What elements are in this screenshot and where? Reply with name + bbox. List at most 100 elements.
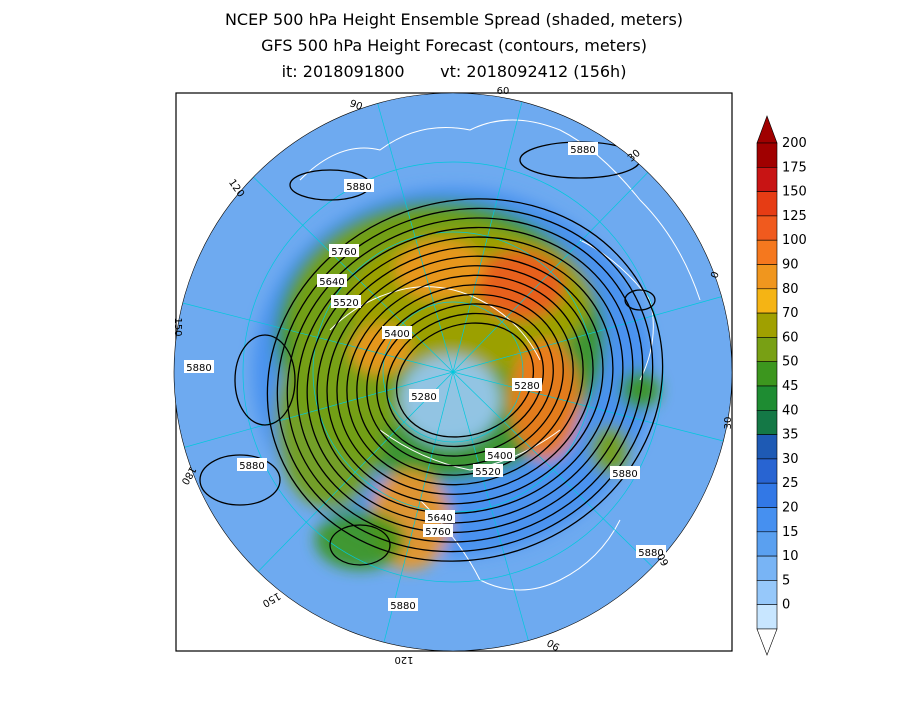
colorbar-label: 25 [782,476,799,491]
colorbar-segment [756,142,778,168]
meridian-line [452,371,724,442]
colorbar-segment [756,458,778,484]
contour-label: 5880 [636,545,666,559]
height-contour [395,322,535,438]
latitude-circle [382,301,524,443]
polar-map [174,93,732,651]
colorbar-segment [756,312,778,338]
height-contour [326,255,604,505]
colorbar-segment [756,482,778,508]
colorbar-label: 60 [782,330,799,345]
height-contour [386,312,544,448]
contour-label: 5880 [388,598,418,612]
height-contour [199,454,281,506]
colorbar-segment [756,580,778,606]
svg-text:5640: 5640 [427,513,452,524]
chart-subtitle: GFS 500 hPa Height Forecast (contours, m… [261,36,647,55]
contour-label: 5760 [423,524,453,538]
colorbar-label: 200 [782,136,807,151]
meridian-line [452,371,653,568]
svg-text:5880: 5880 [346,182,371,193]
colorbar-label: 40 [782,403,799,418]
colorbar-segment [756,337,778,362]
colorbar-segment [756,604,778,630]
colorbar-segment [756,409,778,435]
spread-blob [620,370,660,410]
contour-label: 5880 [610,466,640,480]
spread-blob [590,425,630,475]
contour-label: 5520 [331,295,361,309]
colorbar-segment [756,239,778,265]
colorbar-label: 10 [782,549,799,564]
colorbar-segment [756,167,778,192]
contour-label: 5880 [237,458,267,472]
svg-text:5400: 5400 [487,451,512,462]
valid-time: vt: 2018092412 (156h) [440,62,627,81]
longitude-label: 60 [497,86,510,97]
meridian-line [383,371,454,643]
height-contour [234,334,296,426]
meridian-line [257,371,454,572]
svg-text:5760: 5760 [425,527,450,538]
height-contour [296,226,634,534]
svg-text:5880: 5880 [239,461,264,472]
contour-label: 5400 [382,326,412,340]
contour-label: 5880 [184,360,214,374]
longitude-label: 150 [172,317,183,336]
spread-blob [275,330,385,510]
meridian-line [182,302,454,373]
svg-text:5880: 5880 [638,548,663,559]
svg-text:5520: 5520 [475,467,500,478]
height-contour [624,289,656,311]
colorbar-segment [756,361,778,387]
longitude-label: 120 [394,654,413,665]
height-contour [306,236,624,524]
colorbar-label: 90 [782,258,799,273]
spread-blob [510,340,580,460]
meridian-line [452,371,529,641]
colorbar-label: 50 [782,355,799,370]
colorbar-segment [756,385,778,411]
colorbar-segment [756,264,778,290]
height-contour [329,524,391,566]
coastline [299,119,701,301]
colorbar: 2001751501251009080706050454035302520151… [756,115,807,656]
colorbar-label: 125 [782,209,807,224]
disc-border [173,92,733,652]
colorbar-segment [756,191,778,217]
svg-text:5880: 5880 [186,363,211,374]
colorbar-segment [756,434,778,460]
contour-label: 5760 [329,244,359,258]
contour-label: 5640 [317,274,347,288]
colorbar-label: 70 [782,306,799,321]
svg-text:5400: 5400 [384,329,409,340]
svg-text:5760: 5760 [331,247,356,258]
colorbar-segment [756,555,778,581]
colorbar-segment [756,531,778,557]
longitude-label: 0 [709,270,722,280]
svg-text:5280: 5280 [514,381,539,392]
colorbar-label: 100 [782,233,807,248]
contour-label: 5280 [512,378,542,392]
longitude-label: 90 [348,98,364,113]
contour-labels: 5880 5880 5880 5880 5880 5880 5880 5760 5640 5520… [184,142,666,612]
colorbar-label: 150 [782,185,807,200]
init-time: it: 2018091800 [281,62,405,81]
colorbar-top-arrow [756,115,778,144]
height-contour [316,245,614,515]
height-contour [286,217,644,543]
contour-label: 5280 [409,389,439,403]
colorbar-label: 80 [782,282,799,297]
colorbar-label: 175 [782,160,807,175]
contour-label: 5880 [344,179,374,193]
chart-time-info: it: 2018091800 vt: 2018092412 (156h) [0,62,908,82]
svg-text:5880: 5880 [570,145,595,156]
contour-label: 5880 [568,142,598,156]
coastlines [299,119,701,591]
height-contour [336,265,594,495]
colorbar-label: 20 [782,501,799,516]
meridian-line [452,172,649,373]
svg-text:5520: 5520 [333,298,358,309]
contour-label: 5520 [473,464,503,478]
